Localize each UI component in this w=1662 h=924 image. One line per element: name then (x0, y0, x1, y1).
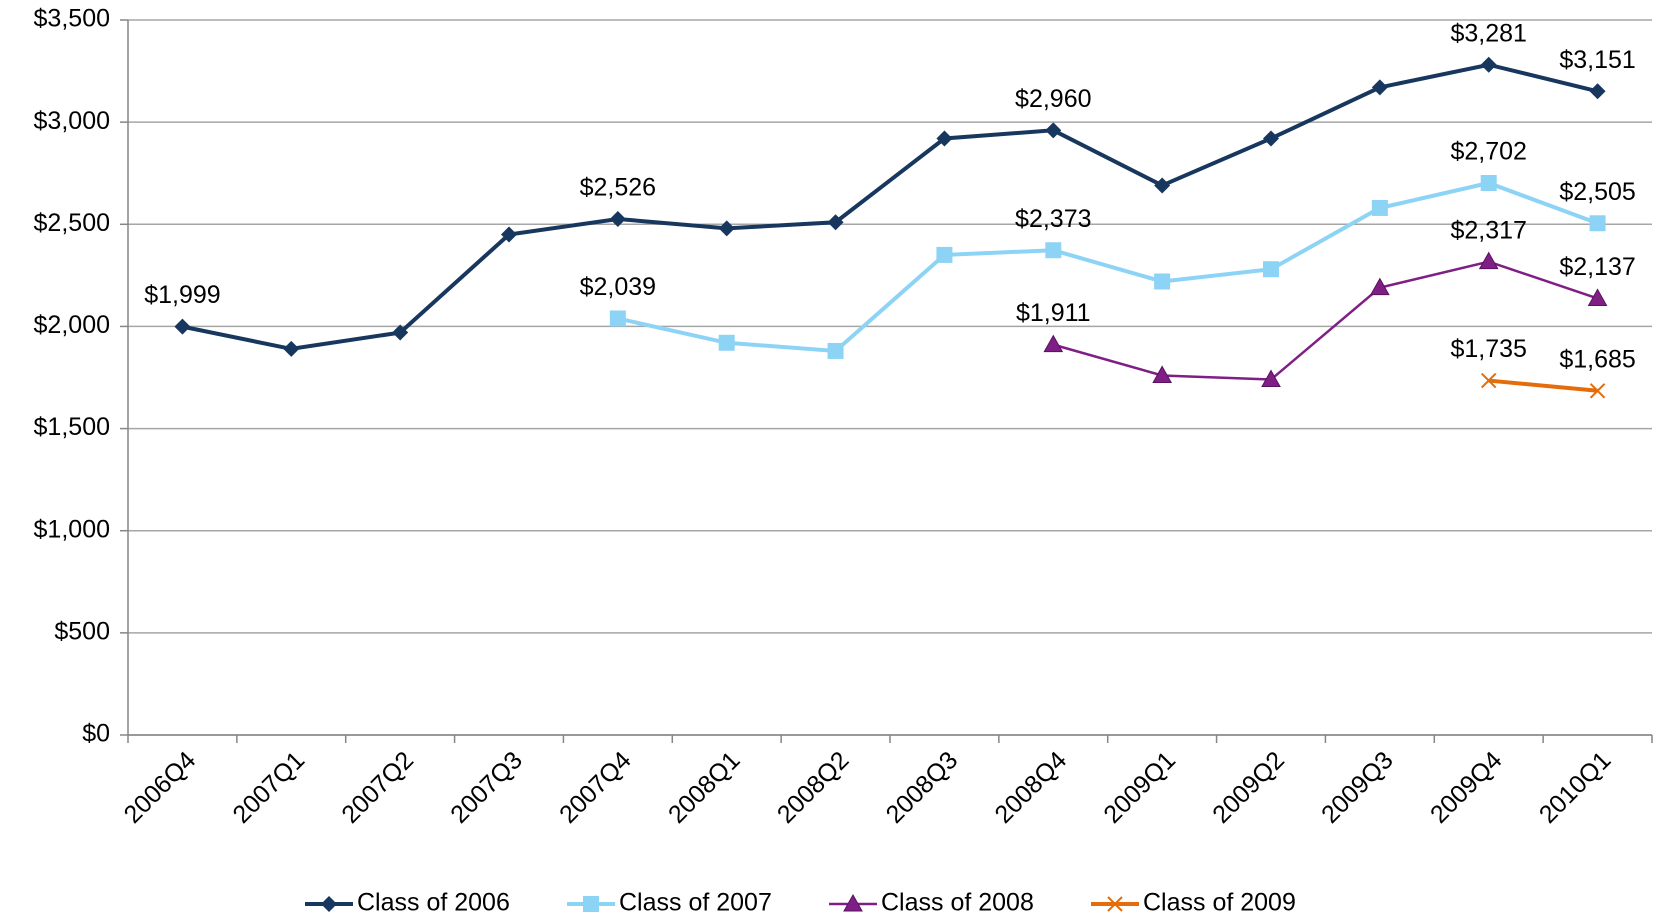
data-label: $2,039 (580, 273, 656, 301)
marker (1370, 277, 1390, 296)
x-tick-label: 2008Q3 (881, 746, 964, 829)
legend-item: Class of 2007 (567, 889, 772, 917)
x-tick-label: 2008Q1 (663, 746, 746, 829)
data-label: $3,151 (1559, 46, 1635, 74)
marker (1480, 175, 1497, 192)
x-tick-label: 2009Q3 (1316, 746, 1399, 829)
marker (827, 214, 844, 231)
marker (609, 310, 626, 327)
series: $1,999 $2,526 $2,960 $3,281 $3,151 (144, 19, 1636, 357)
legend-item: Class of 2009 (1091, 889, 1296, 917)
marker (1154, 273, 1171, 290)
y-tick-label: $2,000 (34, 311, 110, 339)
marker (936, 130, 953, 147)
data-label: $3,281 (1450, 19, 1526, 47)
series-line (617, 180, 1599, 354)
marker (827, 342, 844, 359)
data-label: $1,685 (1559, 345, 1635, 373)
x-tick-label: 2007Q2 (336, 746, 419, 829)
x-tick-label: 2008Q2 (772, 746, 855, 829)
data-label: $1,999 (144, 281, 220, 309)
marker (1480, 56, 1497, 73)
marker (1589, 383, 1606, 399)
y-tick-label: $3,000 (34, 107, 110, 135)
series-line (1488, 378, 1598, 393)
legend-label: Class of 2006 (357, 889, 510, 917)
marker (501, 226, 517, 243)
marker (1152, 365, 1172, 383)
y-tick-label: $3,500 (34, 5, 110, 33)
data-label: $2,317 (1450, 216, 1526, 244)
x-tick-label: 2009Q2 (1207, 746, 1290, 829)
y-tick-label: $0 (82, 720, 110, 748)
data-label: $1,735 (1450, 335, 1526, 363)
x-tick-label: 2007Q3 (445, 746, 528, 829)
marker (321, 896, 337, 912)
marker (1371, 79, 1388, 96)
legend-label: Class of 2009 (1143, 889, 1296, 917)
marker (843, 893, 863, 912)
data-label: $2,526 (580, 174, 656, 202)
data-label: $2,702 (1450, 138, 1526, 166)
data-label: $2,137 (1559, 253, 1635, 281)
y-tick-label: $500 (54, 617, 110, 645)
legend-label: Class of 2008 (881, 889, 1034, 917)
marker (174, 318, 191, 335)
marker (1043, 334, 1064, 353)
y-tick-label: $1,000 (34, 515, 110, 543)
series: $1,735 $1,685 (1450, 335, 1636, 399)
marker (583, 896, 599, 912)
y-tick-label: $2,500 (34, 209, 110, 237)
marker (1478, 251, 1499, 270)
legend-item: Class of 2006 (305, 889, 510, 917)
legend-label: Class of 2007 (619, 889, 772, 917)
series-line (1052, 260, 1598, 381)
marker (1589, 83, 1606, 100)
y-tick-label: $1,500 (34, 413, 110, 441)
x-tick-label: 2006Q4 (119, 746, 202, 829)
marker (1045, 122, 1062, 139)
marker (1045, 242, 1062, 259)
x-tick-label: 2010Q1 (1534, 746, 1617, 829)
marker (1154, 177, 1171, 194)
marker (1107, 896, 1123, 912)
x-tick-label: 2007Q1 (227, 746, 310, 829)
series-line (182, 62, 1599, 351)
data-label: $1,911 (1016, 299, 1091, 327)
series: $2,039 $2,373 $2,702 $2,505 (580, 138, 1636, 359)
data-label: $2,505 (1559, 178, 1635, 206)
marker (1587, 288, 1608, 306)
marker (1481, 372, 1497, 389)
series: $1,911 $2,317 $2,137 (1016, 216, 1636, 388)
marker (283, 340, 300, 357)
marker (609, 210, 626, 227)
x-tick-label: 2009Q4 (1425, 746, 1508, 829)
marker (392, 324, 409, 341)
marker (718, 334, 735, 351)
data-label: $2,960 (1015, 85, 1091, 113)
x-tick-label: 2008Q4 (989, 746, 1072, 829)
data-label: $2,373 (1015, 205, 1091, 233)
marker (1263, 130, 1279, 147)
marker (1263, 261, 1279, 278)
marker (718, 220, 735, 237)
marker (1371, 199, 1388, 216)
legend-item: Class of 2008 (829, 889, 1034, 917)
x-tick-label: 2009Q1 (1098, 746, 1181, 829)
marker (1261, 369, 1281, 388)
marker (936, 246, 953, 263)
marker (1589, 215, 1606, 232)
x-tick-label: 2007Q4 (554, 746, 637, 829)
